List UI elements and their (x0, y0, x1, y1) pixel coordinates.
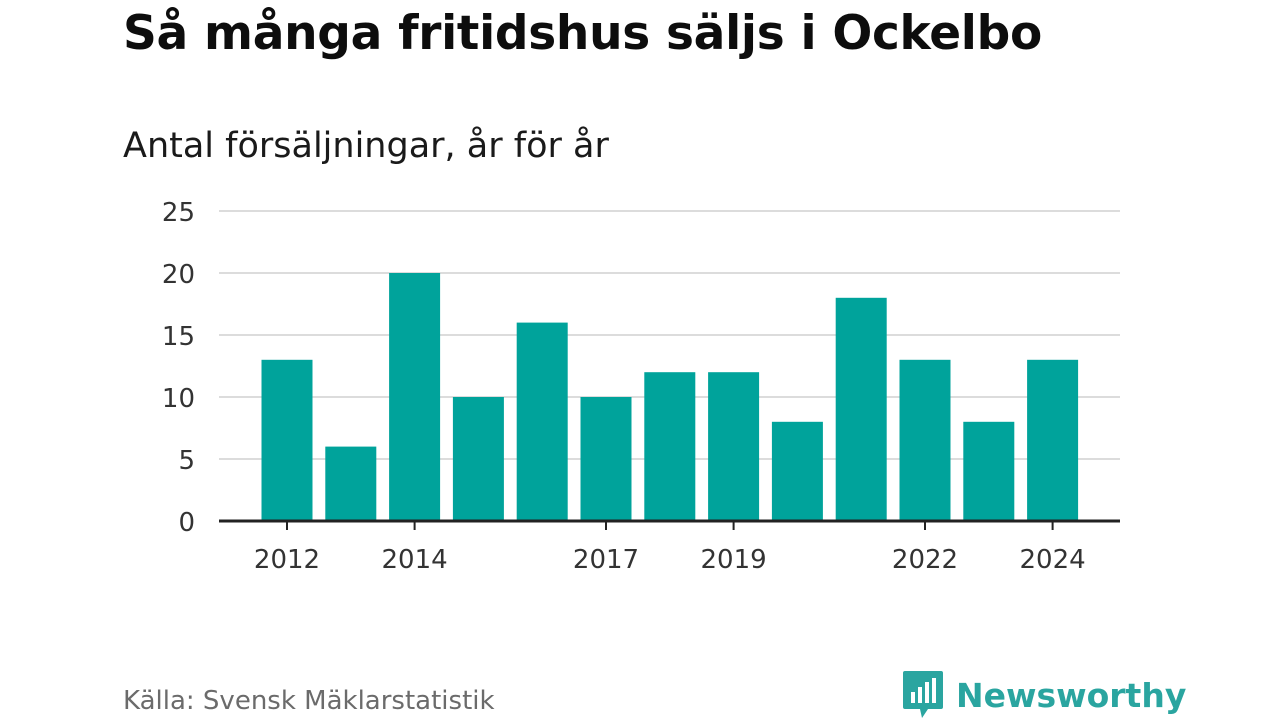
brand-name: Newsworthy (956, 675, 1187, 715)
bar-2014 (389, 273, 441, 521)
bar-2016 (516, 322, 568, 521)
bar-2024 (1027, 359, 1079, 521)
bar-2017 (580, 397, 632, 521)
x-tick-label: 2022 (892, 545, 958, 575)
x-tick-label: 2017 (573, 545, 639, 575)
bar-2022 (899, 359, 951, 521)
y-tick-label: 10 (162, 384, 195, 414)
y-tick-label: 5 (178, 446, 195, 476)
chart-title: Så många fritidshus säljs i Ockelbo (123, 6, 1042, 61)
bar-2015 (452, 397, 504, 521)
x-tick-label: 2019 (701, 545, 767, 575)
bar-2020 (771, 421, 823, 521)
brand: Newsworthy (902, 670, 1186, 720)
y-tick-label: 20 (162, 260, 195, 290)
x-tick-label: 2012 (254, 545, 320, 575)
x-tick-label: 2014 (382, 545, 448, 575)
newsworthy-logo-icon (903, 671, 943, 718)
y-tick-label: 15 (162, 322, 195, 352)
y-tick-label: 0 (178, 508, 195, 538)
bar-2019 (708, 372, 760, 521)
x-tick-label: 2024 (1020, 545, 1086, 575)
y-tick-label: 25 (162, 198, 195, 228)
source-note: Källa: Svensk Mäklarstatistik (123, 686, 495, 716)
bar-2021 (835, 297, 887, 521)
bar-2012 (261, 359, 313, 521)
bar-2013 (325, 446, 377, 521)
chart-subtitle: Antal försäljningar, år för år (123, 126, 609, 166)
bar-2023 (963, 421, 1015, 521)
bar-2018 (644, 372, 696, 521)
